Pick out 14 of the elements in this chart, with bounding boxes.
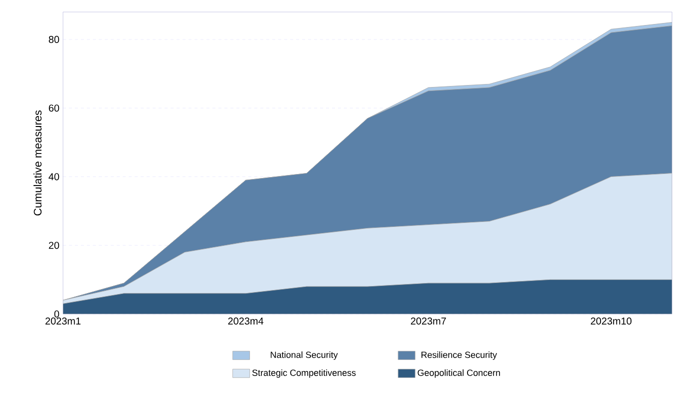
legend-label: Resilience Security <box>422 351 497 360</box>
x-tick-label: 2023m1 <box>46 318 81 325</box>
x-tick-label: 2023m7 <box>410 318 446 325</box>
x-tick-label: 2023m4 <box>228 318 264 325</box>
legend-label: Geopolitical Concern <box>418 369 500 378</box>
y-tick-label: 0 <box>54 310 60 318</box>
y-tick-label: 60 <box>48 104 60 112</box>
y-axis-title: Cumulative measures <box>34 110 42 216</box>
legend-label: Strategic Competitiveness <box>252 369 356 378</box>
y-tick-label: 80 <box>48 36 60 43</box>
y-tick-label: 20 <box>48 242 60 249</box>
legend-label: National Security <box>270 351 338 360</box>
y-tick-label: 40 <box>48 173 60 180</box>
x-tick-label: 2023m10 <box>590 318 632 325</box>
